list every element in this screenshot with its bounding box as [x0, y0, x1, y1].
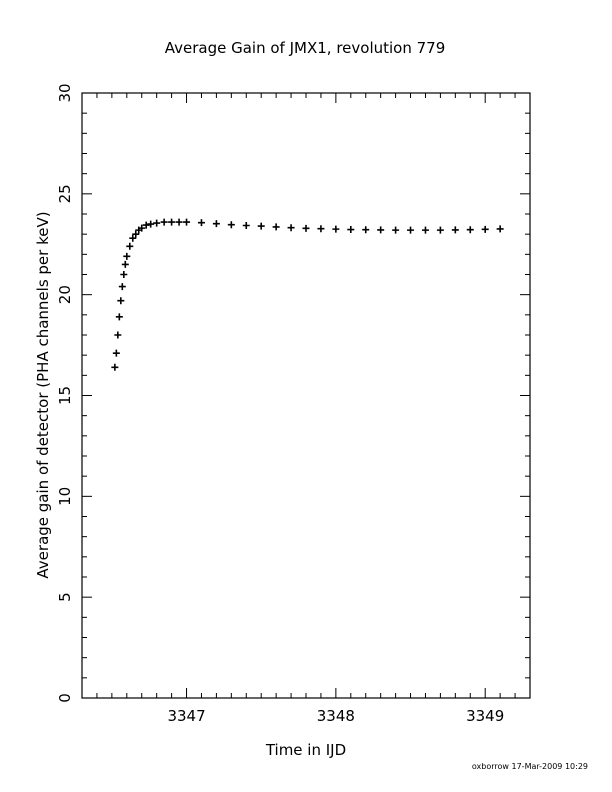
data-point [227, 221, 235, 229]
data-point [114, 331, 122, 339]
data-point [242, 221, 250, 229]
data-point [153, 219, 161, 227]
data-point [183, 218, 191, 226]
x-axis-label: Time in IJD [265, 741, 346, 759]
data-point [117, 297, 125, 305]
data-point [197, 219, 205, 227]
x-tick-label: 3348 [317, 707, 355, 725]
data-point [302, 224, 310, 232]
x-tick-labels: 3347 3348 3349 [167, 707, 504, 725]
data-point [451, 226, 459, 234]
data-points [111, 218, 504, 371]
y-tick-label: 30 [56, 83, 74, 102]
data-point [147, 220, 155, 228]
y-axis-label: Average gain of detector (PHA channels p… [34, 211, 52, 578]
data-point [287, 224, 295, 232]
data-point [377, 226, 385, 234]
y-tick-label: 20 [56, 285, 74, 304]
data-point [175, 218, 183, 226]
data-point [257, 222, 265, 230]
axis-ticks [81, 92, 531, 699]
y-tick-label: 0 [56, 693, 74, 703]
data-point [347, 226, 355, 234]
data-point [272, 223, 280, 231]
data-point [317, 225, 325, 233]
data-point [121, 260, 129, 268]
y-tick-label: 25 [56, 184, 74, 203]
y-tick-labels: 0 5 10 15 20 25 30 [56, 83, 74, 702]
data-point [138, 224, 146, 232]
data-point [115, 313, 123, 321]
data-point [120, 271, 128, 278]
data-point [118, 283, 126, 291]
data-point [407, 226, 415, 234]
y-tick-label: 15 [56, 386, 74, 405]
data-point [123, 252, 131, 260]
y-tick-label: 10 [56, 487, 74, 506]
data-point [496, 225, 504, 233]
chart-title: Average Gain of JMX1, revolution 779 [165, 39, 446, 57]
data-point [436, 226, 444, 234]
data-point [362, 226, 370, 234]
plot-frame [81, 92, 531, 699]
data-point [392, 226, 400, 234]
x-tick-label: 3347 [167, 707, 205, 725]
data-point [111, 363, 119, 371]
data-point [466, 226, 474, 234]
data-point [132, 230, 140, 238]
data-point [481, 225, 489, 233]
data-point [160, 218, 168, 226]
y-tick-label: 5 [56, 592, 74, 602]
data-point [212, 220, 220, 228]
data-point [332, 225, 340, 233]
data-point [112, 349, 120, 357]
data-point [421, 226, 429, 234]
x-tick-label: 3349 [466, 707, 504, 725]
data-point [126, 242, 134, 250]
data-point [168, 218, 176, 226]
data-point [142, 221, 150, 229]
footer-stamp: oxborrow 17-Mar-2009 10:29 [472, 762, 588, 771]
data-point [129, 234, 137, 242]
